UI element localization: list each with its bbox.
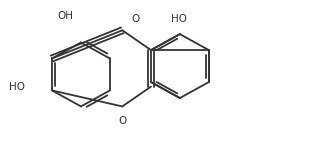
Text: HO: HO <box>171 14 187 24</box>
Text: O: O <box>132 14 140 24</box>
Text: OH: OH <box>57 11 73 21</box>
Text: HO: HO <box>9 82 25 92</box>
Text: O: O <box>118 116 126 126</box>
